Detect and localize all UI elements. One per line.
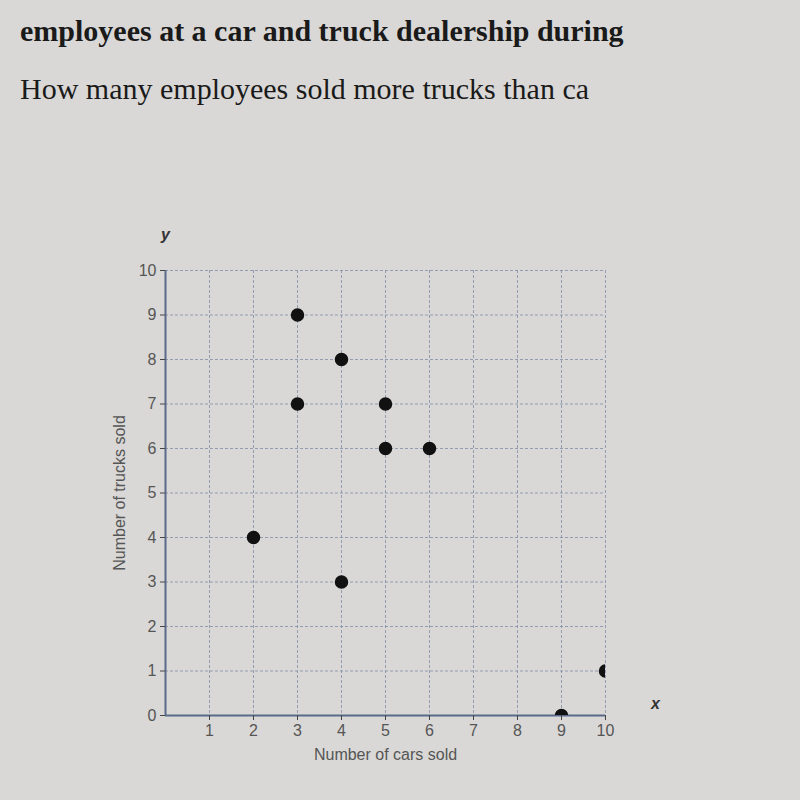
svg-text:Number of trucks sold: Number of trucks sold [111, 415, 128, 571]
svg-text:9: 9 [148, 306, 157, 323]
svg-text:3: 3 [293, 722, 302, 739]
svg-text:9: 9 [557, 722, 566, 739]
svg-text:5: 5 [148, 484, 157, 501]
svg-text:3: 3 [148, 573, 157, 590]
svg-text:1: 1 [148, 662, 157, 679]
svg-text:8: 8 [148, 351, 157, 368]
html-text:How many employees sold more t: How many employees sold more trucks than… [20, 72, 589, 105]
svg-text:x: x [650, 695, 661, 712]
svg-text:0: 0 [148, 707, 157, 724]
svg-text:1: 1 [205, 722, 214, 739]
svg-text:7: 7 [148, 395, 157, 412]
svg-text:5: 5 [381, 722, 390, 739]
svg-text:8: 8 [513, 722, 522, 739]
svg-text:6: 6 [148, 440, 157, 457]
svg-text:2: 2 [148, 618, 157, 635]
svg-text:10: 10 [597, 722, 615, 739]
svg-text:y: y [160, 226, 171, 243]
svg-text:10: 10 [139, 262, 157, 279]
svg-text:4: 4 [148, 529, 157, 546]
svg-text:2: 2 [249, 722, 258, 739]
svg-text:4: 4 [337, 722, 346, 739]
html-text:employees at a car and truck d: employees at a car and truck dealership … [20, 14, 624, 47]
svg-text:7: 7 [469, 722, 478, 739]
svg-text:Number of cars sold: Number of cars sold [314, 746, 457, 763]
svg-text:6: 6 [425, 722, 434, 739]
